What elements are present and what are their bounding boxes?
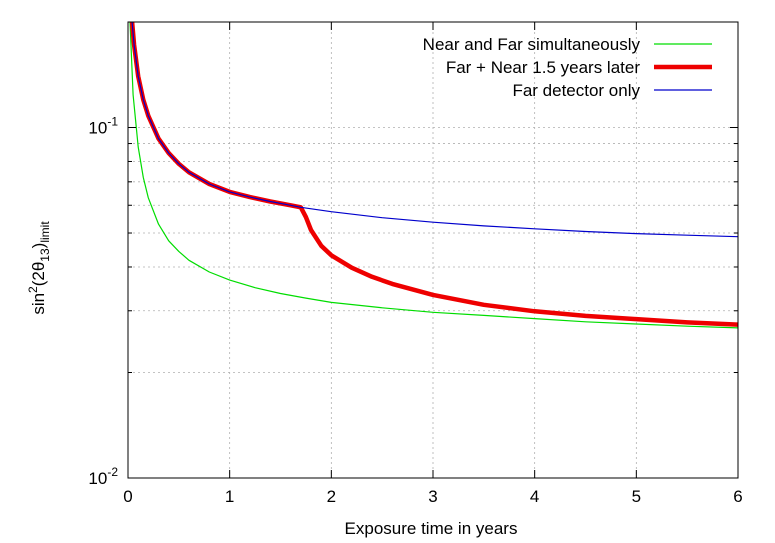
- y-axis-title: sin2(2θ13)limit: [26, 221, 52, 315]
- series-line-1: [129, 22, 738, 329]
- grid: [128, 21, 738, 478]
- legend-label: Far detector only: [512, 81, 640, 100]
- series-line-2: [129, 22, 738, 327]
- plot-frame: [127, 21, 739, 479]
- tick-labels: 0 1 2 3 4 5 6 10-2 10-1: [88, 115, 742, 506]
- legend: Near and Far simultaneously Far + Near 1.…: [423, 35, 712, 100]
- plot-lines: [129, 22, 738, 329]
- series-line-3: [131, 22, 738, 238]
- x-axis-title: Exposure time in years: [345, 519, 518, 538]
- y-tick-label: 10-1: [88, 115, 118, 138]
- x-tick-label: 5: [632, 487, 641, 506]
- x-tick-label: 3: [428, 487, 437, 506]
- x-tick-label: 1: [225, 487, 234, 506]
- y-tick-label: 10-2: [88, 465, 118, 488]
- legend-label: Near and Far simultaneously: [423, 35, 641, 54]
- legend-label: Far + Near 1.5 years later: [446, 58, 641, 77]
- x-tick-label: 0: [123, 487, 132, 506]
- x-tick-label: 2: [327, 487, 336, 506]
- x-tick-label: 6: [733, 487, 742, 506]
- axis-ticks: [127, 21, 739, 479]
- x-tick-label: 4: [530, 487, 539, 506]
